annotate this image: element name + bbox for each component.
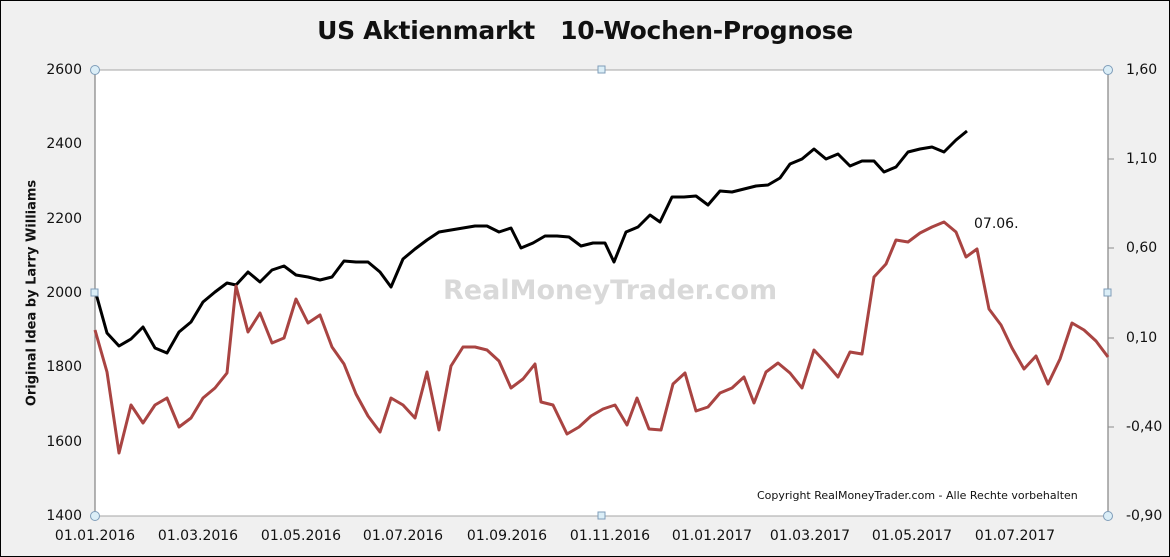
handle-left-mid bbox=[90, 288, 99, 297]
y-left-tick: 1400 bbox=[46, 508, 82, 524]
x-tick: 01.07.2017 bbox=[974, 528, 1056, 544]
handle-bottom-mid bbox=[597, 511, 606, 520]
handle-bottom-right bbox=[1103, 511, 1113, 521]
x-tick: 01.11.2016 bbox=[569, 528, 651, 544]
chart-title: US Aktienmarkt 10-Wochen-Prognose bbox=[317, 16, 853, 45]
y-right-tick: -0,90 bbox=[1126, 508, 1163, 524]
x-tick: 01.05.2016 bbox=[260, 528, 342, 544]
y-right-tick: -0,40 bbox=[1126, 419, 1163, 435]
y-left-tick: 1800 bbox=[46, 359, 82, 375]
x-tick: 01.07.2016 bbox=[362, 528, 444, 544]
y-right-tick: 0,60 bbox=[1126, 240, 1158, 256]
y-right-tick: 1,60 bbox=[1126, 62, 1158, 78]
y-left-tick: 2000 bbox=[46, 285, 82, 301]
handle-right-mid bbox=[1103, 288, 1112, 297]
y-right-tick: 0,10 bbox=[1126, 330, 1158, 346]
x-tick: 01.03.2016 bbox=[157, 528, 239, 544]
annotation-date: 07.06. bbox=[974, 216, 1019, 232]
y-left-tick: 2400 bbox=[46, 136, 82, 152]
x-tick: 01.09.2016 bbox=[466, 528, 548, 544]
handle-bottom-left bbox=[90, 511, 100, 521]
handle-top-mid bbox=[597, 65, 606, 74]
series-forecast-line bbox=[93, 220, 1110, 455]
y-left-tick: 2200 bbox=[46, 211, 82, 227]
right-axis-ticks bbox=[1108, 158, 1114, 428]
x-tick: 01.05.2017 bbox=[871, 528, 953, 544]
handle-top-left bbox=[90, 65, 100, 75]
y-left-tick: 2600 bbox=[46, 62, 82, 78]
x-tick: 01.03.2017 bbox=[769, 528, 851, 544]
handle-top-right bbox=[1103, 65, 1113, 75]
y-axis-title: Original Idea by Larry Williams bbox=[24, 179, 40, 407]
plot-area[interactable] bbox=[95, 70, 1108, 516]
y-left-tick: 1600 bbox=[46, 434, 82, 450]
copyright-note: Copyright RealMoneyTrader.com - Alle Rec… bbox=[757, 489, 1078, 502]
x-tick: 01.01.2016 bbox=[54, 528, 136, 544]
x-tick: 01.01.2017 bbox=[671, 528, 753, 544]
y-right-tick: 1,10 bbox=[1126, 151, 1158, 167]
watermark: RealMoneyTrader.com bbox=[443, 275, 778, 306]
series-sp500-line bbox=[93, 129, 968, 355]
selection-handles bbox=[90, 65, 1113, 521]
